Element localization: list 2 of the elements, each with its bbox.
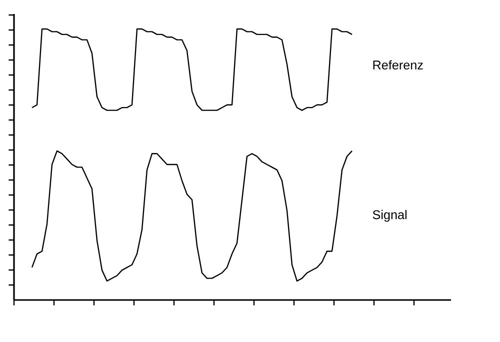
text: Referenz: [373, 60, 423, 70]
text: Signal: [372, 210, 406, 222]
